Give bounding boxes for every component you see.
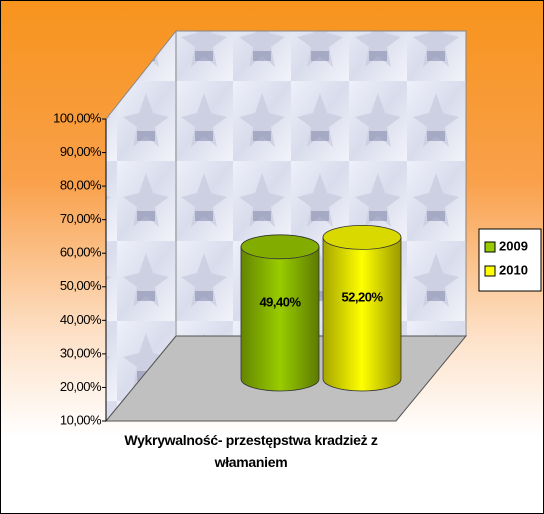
y-tick-label: 100,00% (53, 110, 102, 125)
bar-body (241, 247, 319, 391)
y-tick-label: 50,00% (60, 278, 102, 293)
y-tick-label: 30,00% (60, 345, 102, 360)
y-tick-label: 10,00% (60, 412, 102, 427)
bar-top (323, 225, 401, 249)
legend-label: 2010 (499, 262, 528, 277)
y-tick-label: 20,00% (60, 379, 102, 394)
value-label: 49,40% (259, 294, 301, 309)
bar-top (241, 235, 319, 259)
y-tick-label: 80,00% (60, 178, 102, 193)
y-tick-label: 90,00% (60, 144, 102, 159)
legend-swatch (485, 242, 495, 252)
y-tick-label: 60,00% (60, 245, 102, 260)
value-label: 52,20% (341, 290, 383, 305)
back-wall (176, 31, 466, 336)
bar-body (323, 237, 401, 391)
chart: 10,00% 20,00% 30,00% 40,00% 50,00% 60,00% 70,0… (0, 0, 544, 514)
y-tick-label: 70,00% (60, 211, 102, 226)
y-tick-label: 40,00% (60, 312, 102, 327)
legend-swatch (485, 266, 495, 276)
category-label: Wykrywalność- przestępstwa kradzież z wł… (106, 429, 396, 473)
legend-label: 2009 (499, 238, 528, 253)
